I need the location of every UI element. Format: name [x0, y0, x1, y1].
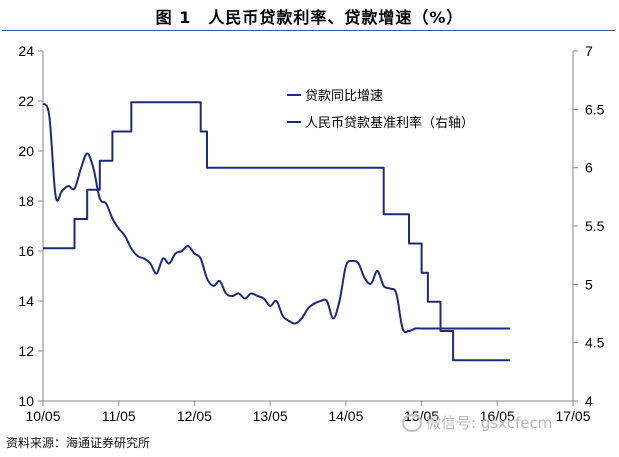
y-left-tick-label: 24: [18, 43, 34, 59]
y-left-tick-label: 16: [18, 243, 34, 259]
y-left-tick-label: 18: [18, 193, 34, 209]
y-left-tick-label: 20: [18, 143, 34, 159]
y-left-tick-label: 12: [18, 343, 34, 359]
y-right-tick-label: 5.5: [585, 218, 605, 234]
y-right-tick-label: 7: [585, 43, 593, 59]
watermark-text: 微信号: gsxcfecm: [426, 414, 553, 432]
title-divider: [2, 30, 615, 31]
watermark: 微信号: gsxcfecm: [402, 412, 552, 433]
x-tick-label: 13/05: [253, 408, 288, 424]
y-right-tick-label: 4.5: [585, 335, 605, 351]
x-tick-label: 14/05: [328, 408, 363, 424]
wechat-icon: [402, 413, 422, 432]
x-tick-label: 10/05: [25, 408, 60, 424]
x-tick-label: 12/05: [177, 408, 212, 424]
legend-label-2: 人民币贷款基准利率（右轴）: [305, 115, 474, 131]
y-left-tick-label: 14: [18, 293, 34, 309]
y-right-tick-label: 5: [585, 276, 593, 292]
y-left-tick-label: 10: [18, 393, 34, 409]
x-tick-label: 11/05: [102, 408, 136, 424]
y-right-tick-label: 6.5: [585, 101, 605, 117]
y-right-tick-label: 6: [585, 160, 593, 176]
y-left-tick-label: 22: [18, 93, 34, 109]
x-tick-label: 17/05: [555, 408, 590, 424]
chart-title: 图 1 人民币贷款利率、贷款增速（%）: [155, 8, 464, 27]
series-group: [42, 101, 510, 362]
axes-group: 10 12 14 16 18 20 22 24 4 4.5 5 5.5 6 6.5 7 10/05 11/05 1…: [18, 43, 604, 424]
x-tick-label: 16/05: [480, 408, 515, 424]
y-right-tick-label: 4: [585, 393, 593, 409]
series-line-2: [43, 101, 510, 362]
chart: 10 12 14 16 18 20 22 24 4 4.5 5 5.5 6 6.5 7 10/05 11/05 1…: [18, 43, 604, 424]
series-line-1: [42, 102, 510, 334]
legend-label-1: 贷款同比增速: [305, 89, 383, 104]
source-note: 资料来源：海通证券研究所: [6, 436, 151, 450]
